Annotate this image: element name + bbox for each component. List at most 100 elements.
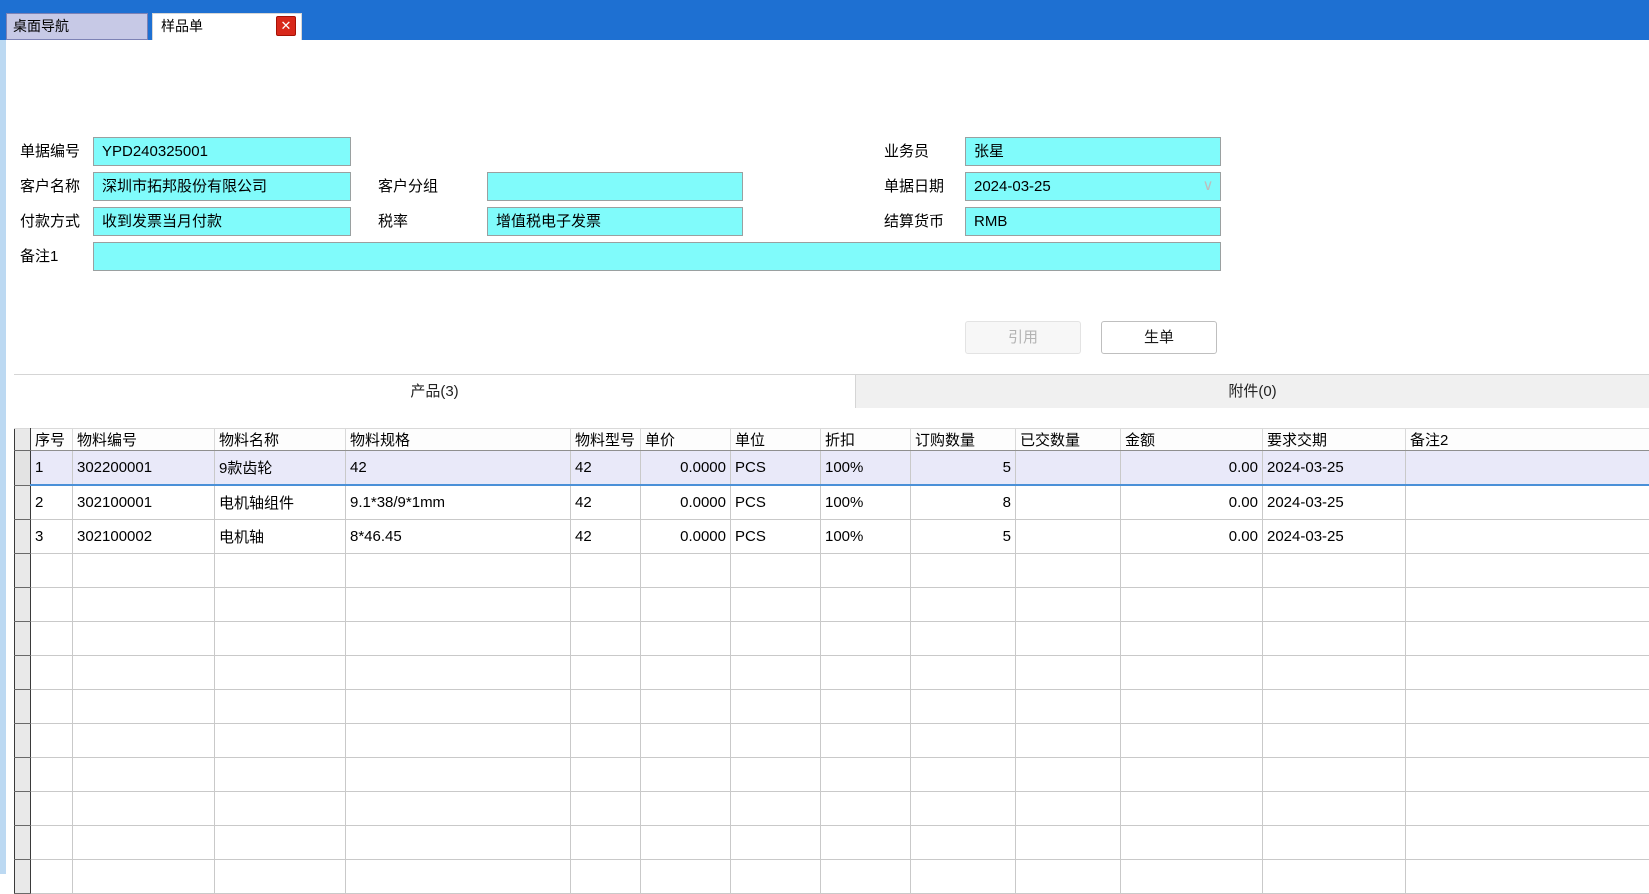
cell-order-qty[interactable]: 8 <box>911 485 1016 520</box>
cell-item-spec[interactable]: 8*46.45 <box>346 520 571 554</box>
doc-no-field[interactable]: YPD240325001 <box>93 137 351 166</box>
tab-attachments[interactable]: 附件(0) <box>856 375 1649 408</box>
chevron-down-icon[interactable]: ∨ <box>1199 173 1217 200</box>
empty-cell <box>731 724 821 758</box>
cell-seq[interactable]: 2 <box>31 485 73 520</box>
empty-row <box>15 792 1649 826</box>
col-amount[interactable]: 金额 <box>1121 429 1263 451</box>
row-gutter <box>15 792 31 826</box>
col-remark2[interactable]: 备注2 <box>1406 429 1649 451</box>
empty-cell <box>215 554 346 588</box>
cell-amount[interactable]: 0.00 <box>1121 520 1263 554</box>
col-item-spec[interactable]: 物料规格 <box>346 429 571 451</box>
cell-item-model[interactable]: 42 <box>571 451 641 486</box>
empty-cell <box>821 554 911 588</box>
empty-cell <box>1406 724 1649 758</box>
empty-cell <box>731 588 821 622</box>
row-gutter[interactable] <box>15 520 31 554</box>
col-seq[interactable]: 序号 <box>31 429 73 451</box>
cell-item-model[interactable]: 42 <box>571 485 641 520</box>
empty-cell <box>1263 690 1406 724</box>
cell-order-qty[interactable]: 5 <box>911 451 1016 486</box>
cell-item-name[interactable]: 电机轴 <box>215 520 346 554</box>
cell-unit-price[interactable]: 0.0000 <box>641 485 731 520</box>
empty-cell <box>1406 826 1649 860</box>
cell-required-date[interactable]: 2024-03-25 <box>1263 451 1406 486</box>
cell-item-model[interactable]: 42 <box>571 520 641 554</box>
payment-method-field[interactable]: 收到发票当月付款 <box>93 207 351 236</box>
empty-cell <box>1263 622 1406 656</box>
cell-item-name[interactable]: 电机轴组件 <box>215 485 346 520</box>
tab-products[interactable]: 产品(3) <box>14 375 856 408</box>
col-item-no[interactable]: 物料编号 <box>73 429 215 451</box>
cell-unit-price[interactable]: 0.0000 <box>641 520 731 554</box>
cell-discount[interactable]: 100% <box>821 451 911 486</box>
doc-date-field[interactable]: 2024-03-25 ∨ <box>965 172 1221 201</box>
empty-cell <box>346 724 571 758</box>
empty-cell <box>731 758 821 792</box>
cell-unit-price[interactable]: 0.0000 <box>641 451 731 486</box>
cell-amount[interactable]: 0.00 <box>1121 451 1263 486</box>
cell-remark2[interactable] <box>1406 485 1649 520</box>
remark1-field[interactable] <box>93 242 1221 271</box>
cell-item-spec[interactable]: 9.1*38/9*1mm <box>346 485 571 520</box>
empty-cell <box>1406 588 1649 622</box>
salesman-field[interactable]: 张星 <box>965 137 1221 166</box>
cell-order-qty[interactable]: 5 <box>911 520 1016 554</box>
cell-delivered-qty[interactable] <box>1016 485 1121 520</box>
empty-cell <box>73 588 215 622</box>
cell-unit[interactable]: PCS <box>731 520 821 554</box>
row-gutter[interactable] <box>15 485 31 520</box>
close-icon[interactable]: ✕ <box>276 16 296 36</box>
empty-cell <box>1016 758 1121 792</box>
customer-name-field[interactable]: 深圳市拓邦股份有限公司 <box>93 172 351 201</box>
col-unit-price[interactable]: 单价 <box>641 429 731 451</box>
cell-item-no[interactable]: 302100001 <box>73 485 215 520</box>
cell-unit[interactable]: PCS <box>731 451 821 486</box>
reference-button[interactable]: 引用 <box>965 321 1081 354</box>
empty-cell <box>215 826 346 860</box>
cell-required-date[interactable]: 2024-03-25 <box>1263 485 1406 520</box>
cell-remark2[interactable] <box>1406 520 1649 554</box>
table-row[interactable]: 2 302100001 电机轴组件 9.1*38/9*1mm 42 0.0000… <box>15 485 1649 520</box>
col-delivered-qty[interactable]: 已交数量 <box>1016 429 1121 451</box>
cell-delivered-qty[interactable] <box>1016 520 1121 554</box>
cell-item-no[interactable]: 302100002 <box>73 520 215 554</box>
table-header-row: 序号 物料编号 物料名称 物料规格 物料型号 单价 单位 折扣 订购数量 已交数… <box>15 429 1649 451</box>
generate-order-button[interactable]: 生单 <box>1101 321 1217 354</box>
cell-seq[interactable]: 1 <box>31 451 73 486</box>
cell-required-date[interactable]: 2024-03-25 <box>1263 520 1406 554</box>
cell-discount[interactable]: 100% <box>821 485 911 520</box>
cell-item-name[interactable]: 9款齿轮 <box>215 451 346 486</box>
col-required-date[interactable]: 要求交期 <box>1263 429 1406 451</box>
table-row[interactable]: 1 302200001 9款齿轮 42 42 0.0000 PCS 100% 5… <box>15 451 1649 486</box>
customer-group-field[interactable] <box>487 172 743 201</box>
col-order-qty[interactable]: 订购数量 <box>911 429 1016 451</box>
payment-method-label: 付款方式 <box>20 207 80 236</box>
col-unit[interactable]: 单位 <box>731 429 821 451</box>
table-row[interactable]: 3 302100002 电机轴 8*46.45 42 0.0000 PCS 10… <box>15 520 1649 554</box>
col-item-model[interactable]: 物料型号 <box>571 429 641 451</box>
empty-cell <box>346 656 571 690</box>
tab-desktop-navigation[interactable]: 桌面导航 <box>6 13 148 40</box>
empty-cell <box>1406 792 1649 826</box>
currency-field[interactable]: RMB <box>965 207 1221 236</box>
col-item-name[interactable]: 物料名称 <box>215 429 346 451</box>
empty-cell <box>73 826 215 860</box>
col-discount[interactable]: 折扣 <box>821 429 911 451</box>
tax-rate-field[interactable]: 增值税电子发票 <box>487 207 743 236</box>
cell-discount[interactable]: 100% <box>821 520 911 554</box>
cell-remark2[interactable] <box>1406 451 1649 486</box>
empty-cell <box>1263 588 1406 622</box>
row-gutter[interactable] <box>15 451 31 486</box>
empty-cell <box>1406 690 1649 724</box>
empty-cell <box>1263 792 1406 826</box>
cell-item-spec[interactable]: 42 <box>346 451 571 486</box>
cell-seq[interactable]: 3 <box>31 520 73 554</box>
cell-amount[interactable]: 0.00 <box>1121 485 1263 520</box>
empty-cell <box>346 588 571 622</box>
doc-no-label: 单据编号 <box>20 137 80 166</box>
cell-item-no[interactable]: 302200001 <box>73 451 215 486</box>
cell-unit[interactable]: PCS <box>731 485 821 520</box>
cell-delivered-qty[interactable] <box>1016 451 1121 486</box>
